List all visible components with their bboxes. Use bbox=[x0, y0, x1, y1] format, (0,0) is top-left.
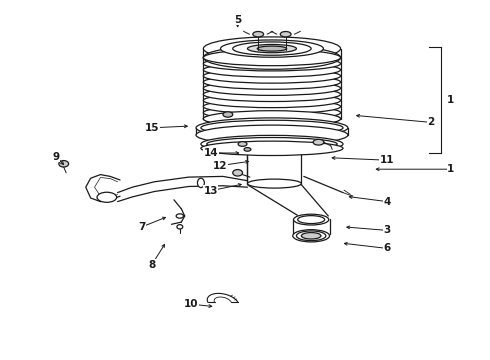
Text: 15: 15 bbox=[145, 123, 159, 133]
Ellipse shape bbox=[294, 214, 329, 225]
Text: 13: 13 bbox=[203, 186, 218, 196]
Ellipse shape bbox=[313, 139, 324, 145]
Ellipse shape bbox=[203, 69, 341, 83]
Text: 11: 11 bbox=[380, 155, 394, 165]
Text: 3: 3 bbox=[384, 225, 391, 235]
Ellipse shape bbox=[59, 161, 69, 167]
Text: 7: 7 bbox=[138, 222, 146, 232]
Text: 9: 9 bbox=[53, 152, 60, 162]
Ellipse shape bbox=[297, 216, 325, 224]
Ellipse shape bbox=[233, 170, 243, 176]
Ellipse shape bbox=[97, 192, 117, 202]
Ellipse shape bbox=[253, 31, 264, 37]
Ellipse shape bbox=[203, 46, 341, 69]
Text: 2: 2 bbox=[428, 117, 435, 127]
Ellipse shape bbox=[296, 231, 326, 241]
Text: 1: 1 bbox=[447, 164, 454, 174]
Ellipse shape bbox=[203, 81, 341, 95]
Ellipse shape bbox=[203, 87, 341, 102]
Ellipse shape bbox=[244, 148, 251, 151]
Text: 1: 1 bbox=[447, 95, 454, 105]
Ellipse shape bbox=[293, 230, 329, 242]
Ellipse shape bbox=[201, 135, 343, 153]
Text: 6: 6 bbox=[384, 243, 391, 253]
Ellipse shape bbox=[220, 40, 323, 57]
Ellipse shape bbox=[203, 93, 341, 108]
Text: 12: 12 bbox=[213, 161, 228, 171]
Ellipse shape bbox=[203, 63, 341, 77]
Ellipse shape bbox=[201, 141, 343, 156]
Ellipse shape bbox=[177, 225, 183, 229]
Ellipse shape bbox=[203, 112, 341, 126]
Ellipse shape bbox=[233, 42, 311, 55]
Ellipse shape bbox=[203, 49, 341, 66]
Text: 14: 14 bbox=[203, 148, 218, 158]
Ellipse shape bbox=[207, 138, 337, 150]
Text: 10: 10 bbox=[184, 299, 198, 309]
Ellipse shape bbox=[280, 31, 291, 37]
Ellipse shape bbox=[203, 105, 341, 120]
Ellipse shape bbox=[238, 141, 247, 146]
Ellipse shape bbox=[301, 233, 321, 239]
Text: 5: 5 bbox=[234, 15, 241, 25]
Ellipse shape bbox=[196, 125, 348, 145]
Ellipse shape bbox=[203, 50, 341, 65]
Ellipse shape bbox=[203, 99, 341, 114]
Ellipse shape bbox=[257, 46, 287, 51]
Ellipse shape bbox=[203, 57, 341, 71]
Text: 4: 4 bbox=[383, 197, 391, 207]
Text: 8: 8 bbox=[148, 260, 155, 270]
Ellipse shape bbox=[223, 112, 233, 117]
Ellipse shape bbox=[201, 120, 343, 135]
Ellipse shape bbox=[247, 179, 301, 188]
Ellipse shape bbox=[197, 178, 204, 188]
Ellipse shape bbox=[203, 111, 341, 127]
Ellipse shape bbox=[203, 75, 341, 89]
Ellipse shape bbox=[203, 37, 341, 60]
Ellipse shape bbox=[196, 118, 348, 138]
Ellipse shape bbox=[176, 214, 183, 218]
Ellipse shape bbox=[247, 45, 296, 53]
